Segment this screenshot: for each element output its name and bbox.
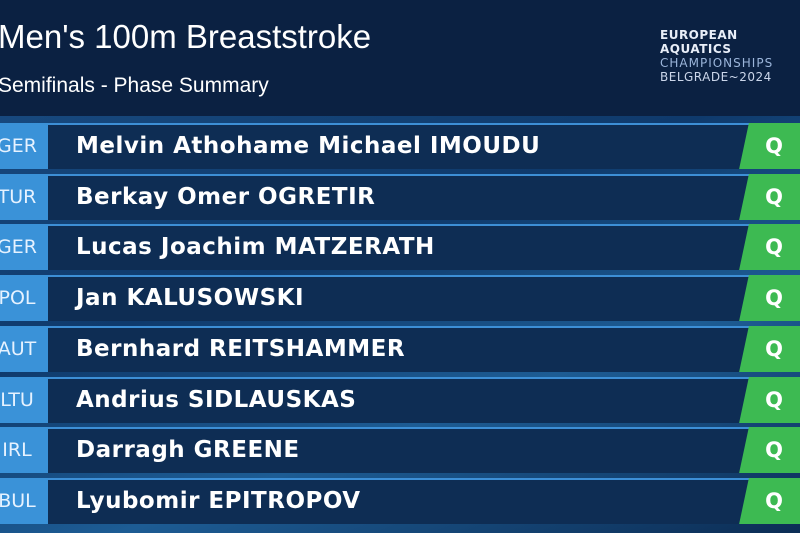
status: Q — [765, 134, 783, 158]
result-row: AUT Bernhard REITSHAMMER Q — [0, 325, 800, 372]
status: Q — [765, 387, 783, 412]
country-code: IRL — [0, 427, 48, 474]
status: Q — [765, 184, 783, 209]
row-bar — [40, 275, 760, 322]
athlete-name: Lyubomir EPITROPOV — [76, 487, 361, 514]
row-bar — [40, 173, 760, 220]
athlete-name: Melvin Athohame Michael IMOUDU — [76, 133, 541, 159]
status: Q — [765, 488, 783, 513]
athlete-name: Berkay Omer OGRETIR — [76, 183, 376, 210]
status: Q — [765, 286, 783, 311]
country-code: AUT — [0, 325, 48, 372]
country-code: POL — [0, 275, 48, 322]
athlete-name: Jan KALUSOWSKI — [76, 285, 305, 312]
row-bar — [40, 376, 760, 423]
country-code: GER — [0, 224, 48, 271]
result-row: BUL Lyubomir EPITROPOV Q — [0, 477, 800, 524]
logo-line: EUROPEAN — [660, 28, 738, 42]
result-row: TUR Berkay Omer OGRETIR Q — [0, 173, 800, 220]
status: Q — [765, 235, 783, 260]
country-code: LTU — [0, 376, 48, 423]
logo-line: AQUATICS — [660, 42, 732, 56]
result-row: GER Melvin Athohame Michael IMOUDU Q — [0, 123, 800, 169]
logo: EUROPEAN AQUATICS CHAMPIONSHIPS BELGRADE~20… — [660, 28, 773, 84]
athlete-name: Darragh GREENE — [76, 437, 300, 464]
header: Men's 100m Breaststroke Semifinals - Pha… — [0, 0, 800, 116]
country-code: GER — [0, 123, 48, 169]
status: Q — [765, 336, 783, 361]
result-row: IRL Darragh GREENE Q — [0, 427, 800, 474]
country-code: TUR — [0, 173, 48, 220]
row-bar — [40, 325, 760, 372]
athlete-name: Andrius SIDLAUSKAS — [76, 386, 357, 413]
subtitle: Semifinals - Phase Summary — [0, 74, 269, 97]
logo-line: CHAMPIONSHIPS — [660, 56, 774, 70]
row-bar — [40, 224, 760, 271]
athlete-name: Lucas Joachim MATZERATH — [76, 234, 435, 261]
row-bar — [40, 477, 760, 524]
row-bar — [40, 123, 760, 169]
title: Men's 100m Breaststroke — [0, 18, 372, 55]
country-code: BUL — [0, 477, 48, 524]
status: Q — [765, 438, 783, 463]
logo-line: BELGRADE~2024 — [660, 70, 772, 84]
athlete-name: Bernhard REITSHAMMER — [76, 335, 406, 362]
result-row: POL Jan KALUSOWSKI Q — [0, 275, 800, 322]
result-row: GER Lucas Joachim MATZERATH Q — [0, 224, 800, 271]
result-row: LTU Andrius SIDLAUSKAS Q — [0, 376, 800, 423]
row-bar — [40, 427, 760, 474]
